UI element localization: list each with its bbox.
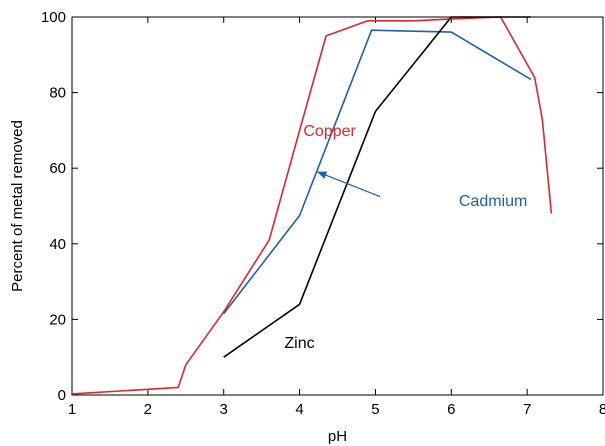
y-tick-label: 60 (49, 160, 66, 177)
x-tick-label: 2 (144, 401, 152, 418)
plot-frame (71, 16, 604, 396)
x-tick-label: 8 (599, 401, 605, 418)
y-tick-label: 40 (49, 236, 66, 253)
y-tick-label: 0 (58, 387, 66, 404)
x-axis-label: pH (328, 428, 347, 445)
x-tick-label: 5 (371, 401, 379, 418)
x-tick-label: 1 (68, 401, 76, 418)
y-axis: 0 20 40 60 80 100 (41, 9, 603, 404)
x-tick-label: 6 (447, 401, 455, 418)
y-tick-label: 20 (49, 311, 66, 328)
series-line-zinc (223, 16, 531, 358)
annotation-zinc: Zinc (284, 335, 314, 352)
series-line-cadmium (223, 29, 532, 315)
y-tick-label: 80 (49, 85, 66, 102)
series-line-copper (71, 16, 553, 395)
x-tick-label: 4 (295, 401, 303, 418)
annotation-cadmium: Cadmium (459, 193, 527, 210)
annotations: Copper Cadmium Zinc (284, 123, 527, 352)
x-tick-label: 7 (523, 401, 531, 418)
annotation-copper: Copper (303, 123, 356, 140)
y-axis-label: Percent of metal removed (9, 120, 26, 292)
series-lines (71, 16, 553, 395)
annotation-arrow (316, 171, 381, 198)
plot-frame-rect (71, 16, 604, 396)
x-axis: 1 2 3 4 5 6 7 8 (68, 17, 605, 418)
x-tick-label: 3 (220, 401, 228, 418)
y-tick-label: 100 (41, 9, 66, 26)
